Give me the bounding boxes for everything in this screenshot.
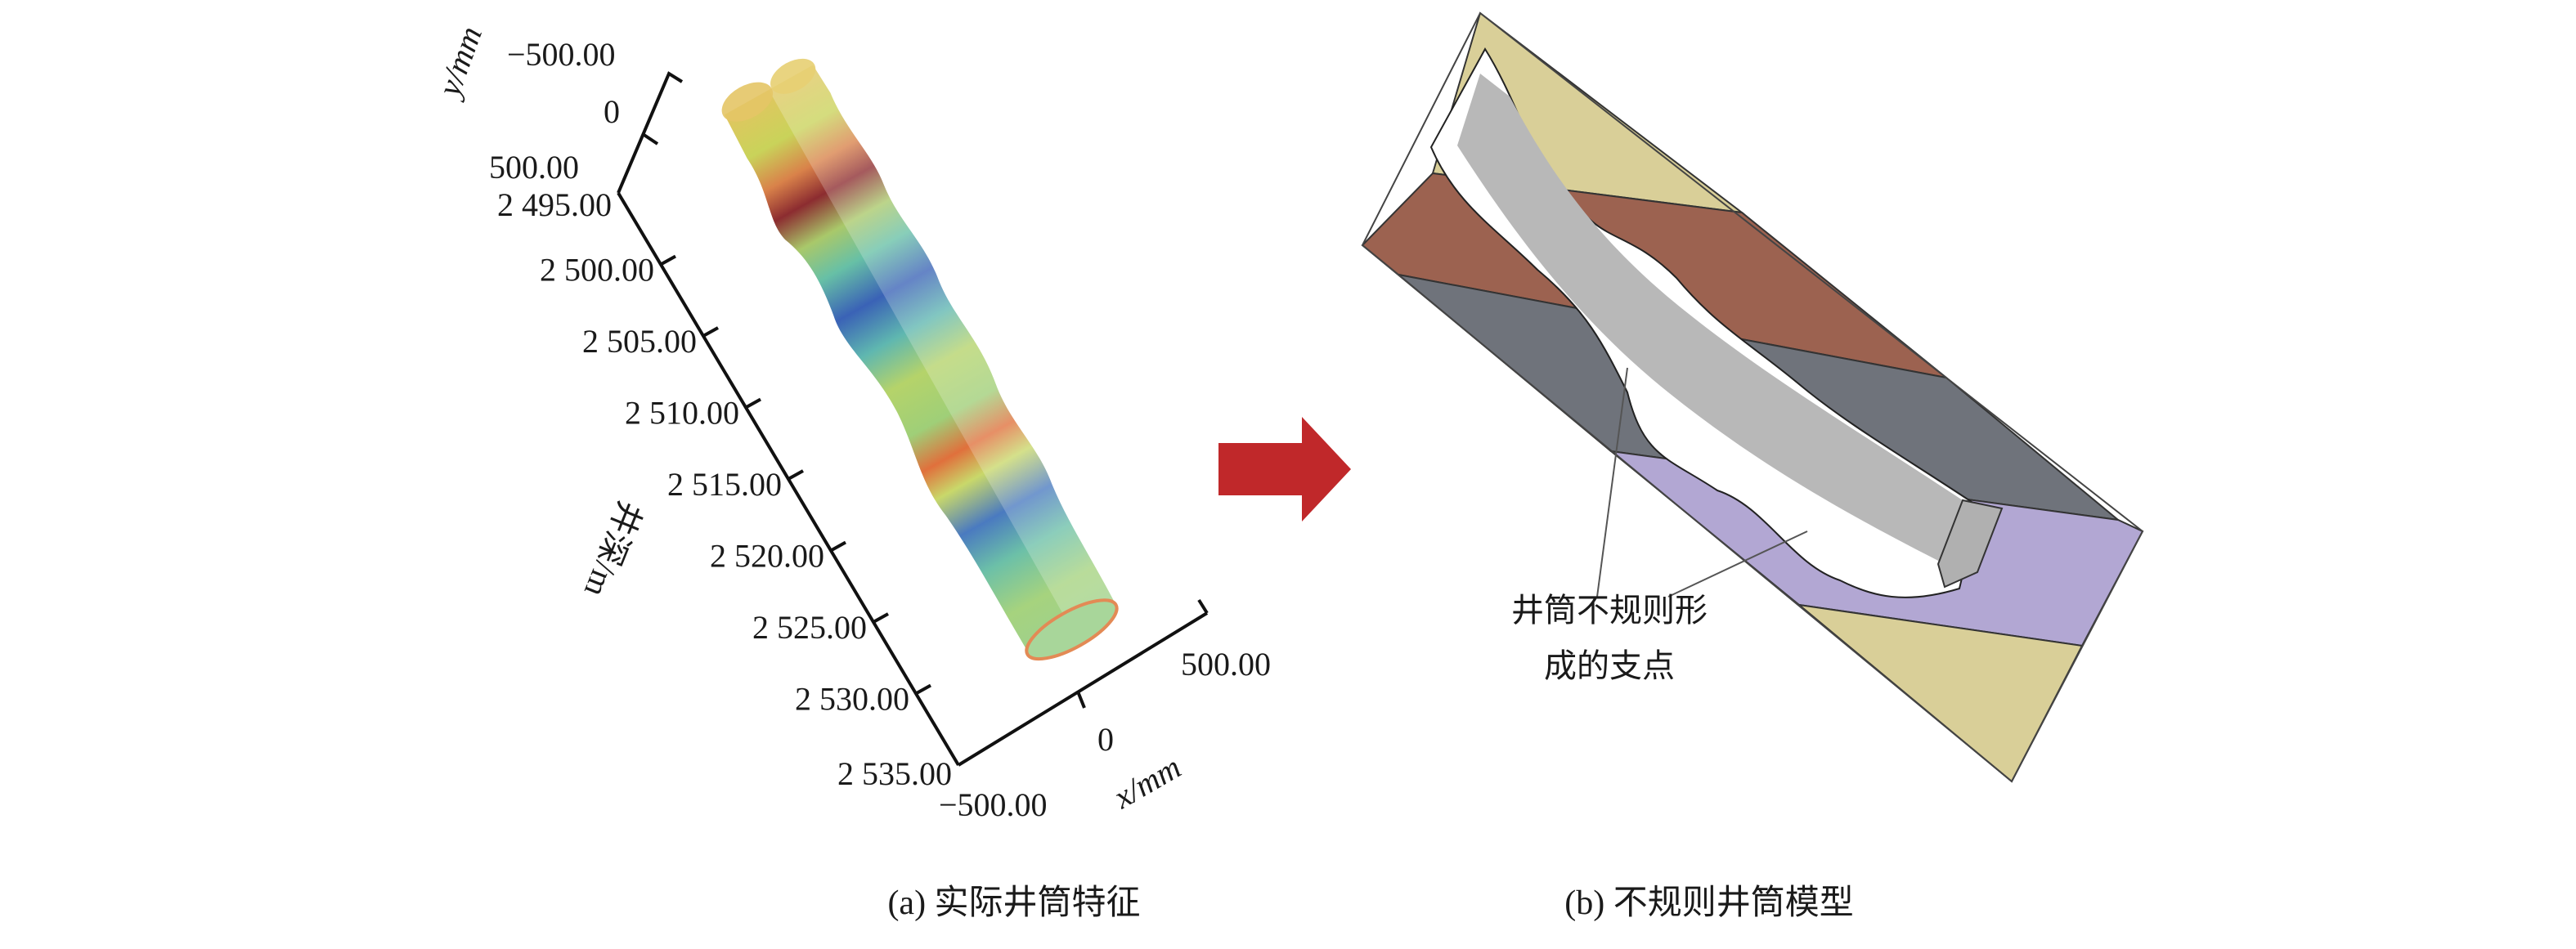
depth-axis-tick xyxy=(830,540,846,553)
callout-line-2: 成的支点 xyxy=(1544,647,1675,684)
depth-axis-tick xyxy=(915,683,931,696)
callout-leader xyxy=(1596,367,1628,598)
x-axis-tick xyxy=(1076,691,1086,709)
depth-axis-tick xyxy=(702,326,719,338)
callout-leader xyxy=(1667,530,1808,598)
depth-tick-label: 2 535.00 xyxy=(837,755,952,792)
depth-axis-tick xyxy=(745,397,761,410)
wellbore-cut-plane xyxy=(769,64,1116,630)
wellbore-bottom-cap xyxy=(1025,598,1119,661)
x-tick-label: −500.00 xyxy=(939,786,1048,823)
caption-b: (b) 不规则井筒模型 xyxy=(1564,884,1853,922)
depth-tick-label: 2 500.00 xyxy=(540,252,654,289)
depth-tick-label: 2 520.00 xyxy=(710,538,824,575)
wellbore-surface xyxy=(721,58,1119,661)
depth-axis-tick xyxy=(660,254,676,266)
wellbore-body xyxy=(724,65,1116,654)
formation-outline xyxy=(1361,11,2144,783)
panel-a-3d-wellbore-plot: y/mm −500.00 0 500.00 2 495.002 500.002 … xyxy=(429,21,1271,922)
callout-line-1: 井筒不规则形 xyxy=(1511,592,1708,629)
y-axis-tick xyxy=(641,132,659,145)
x-tick-label: 0 xyxy=(1097,721,1114,758)
depth-tick-label: 2 525.00 xyxy=(752,609,867,646)
y-tick-label: −500.00 xyxy=(507,36,616,73)
x-axis-line xyxy=(957,611,1209,767)
depth-axis-tick xyxy=(788,469,804,481)
depth-axis-label: 井深/m xyxy=(577,496,649,602)
caption-a: (a) 实际井筒特征 xyxy=(887,884,1140,922)
y-axis-label: y/mm xyxy=(429,21,489,104)
y-tick-label: 0 xyxy=(604,93,620,130)
wellbore-casing xyxy=(1457,74,1963,564)
y-tick-label: 500.00 xyxy=(489,149,579,186)
x-axis-label: x/mm xyxy=(1106,749,1187,817)
depth-tick-label: 2 495.00 xyxy=(497,186,612,223)
depth-tick-labels: 2 495.00 2 500.00 2 505.00 2 510.00 2 515.00… xyxy=(497,186,952,792)
depth-tick-label: 2 510.00 xyxy=(625,395,739,432)
depth-tick-label: 2 530.00 xyxy=(795,681,909,718)
depth-axis-tick xyxy=(873,612,889,624)
depth-ticks xyxy=(660,254,931,696)
right-arrow-icon xyxy=(1218,417,1351,522)
x-axis-tick-end xyxy=(1197,598,1209,615)
x-tick-label: 500.00 xyxy=(1181,646,1271,683)
depth-tick-label: 2 515.00 xyxy=(667,466,782,503)
y-axis-line xyxy=(617,71,684,194)
wellbore-end-cap xyxy=(1936,499,2004,589)
wellbore-top-cap-right xyxy=(770,58,816,94)
wellbore-top-cap xyxy=(721,82,774,122)
panel-b-irregular-wellbore-model: 井筒不规则形 成的支点 (b) 不规则井筒模型 xyxy=(1361,11,2144,922)
depth-tick-label: 2 505.00 xyxy=(582,323,697,360)
